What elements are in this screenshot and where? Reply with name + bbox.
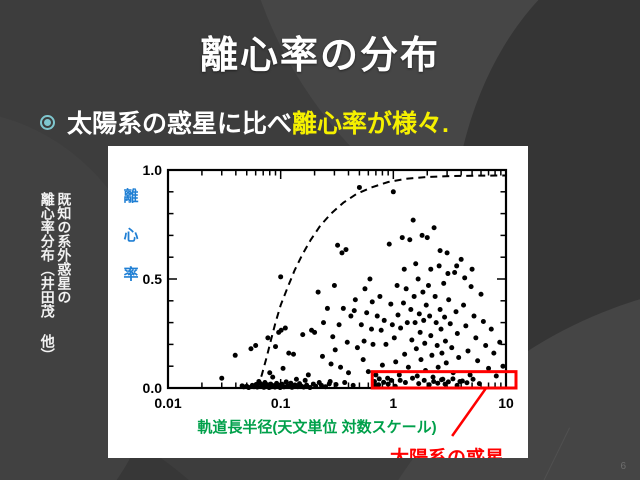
side-caption-column-right: 既知の系外惑星の (56, 192, 73, 304)
svg-text:太陽系の惑星: 太陽系の惑星 (390, 446, 504, 458)
svg-text:0.5: 0.5 (143, 271, 163, 287)
bullet-text-plain: 太陽系の惑星に比べ (67, 110, 293, 138)
svg-text:1.0: 1.0 (143, 162, 163, 178)
page-title: 離心率の分布 (199, 35, 440, 77)
svg-text:0.0: 0.0 (143, 380, 163, 396)
bullet-text: 太陽系の惑星に比べ離心率が様々. (67, 104, 449, 140)
svg-text:0.1: 0.1 (271, 395, 291, 411)
svg-text:軌道長半径(天文単位 対数スケール): 軌道長半径(天文単位 対数スケール) (197, 418, 436, 436)
ring-dot-bullet-icon (40, 114, 55, 130)
svg-text:0.01: 0.01 (154, 395, 181, 411)
svg-text:10: 10 (498, 395, 514, 411)
svg-text:離心率: 離心率 (122, 187, 139, 282)
page-number: 6 (620, 461, 626, 472)
figure-panel: 0.01 0.1 1 10 0.0 0.5 1.0 離心率軌道長半径(天文単位 対数スケール)… (108, 146, 528, 458)
scatter-plot: 0.01 0.1 1 10 0.0 0.5 1.0 離心率軌道長半径(天文単位 対数スケール)… (108, 146, 528, 458)
bullet-row: 太陽系の惑星に比べ離心率が様々. (40, 104, 449, 140)
bullet-text-highlight: 離心率が様々. (292, 110, 449, 138)
side-caption: 既知の系外惑星の 離心率分布（井田茂 他） (39, 192, 73, 420)
side-caption-column-left: 離心率分布（井田茂 他） (39, 192, 56, 362)
svg-text:1: 1 (389, 395, 397, 411)
background-hairline-1 (551, 0, 640, 19)
